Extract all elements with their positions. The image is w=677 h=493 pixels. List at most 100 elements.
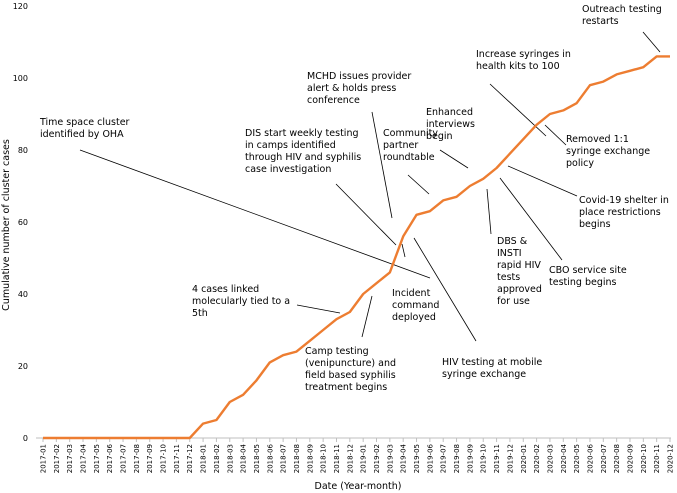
x-tick-label: 2019-12 xyxy=(506,444,514,473)
x-tick-label: 2017-03 xyxy=(66,444,74,473)
x-tick-label: 2017-09 xyxy=(146,444,154,473)
x-tick-label: 2019-04 xyxy=(400,443,408,473)
x-tick-label: 2019-05 xyxy=(413,444,421,473)
annotation-line: Covid-19 shelter in xyxy=(579,195,669,206)
annotation-label: Outreach testing restarts xyxy=(582,4,662,27)
annotation-label: Camp testing (venipuncture) and field base… xyxy=(305,346,396,393)
x-tick-label: 2019-02 xyxy=(373,444,381,473)
annotation-line: MCHD issues provider xyxy=(307,71,411,82)
annotation-line: Camp testing xyxy=(305,346,369,357)
x-tick-label: 2018-05 xyxy=(253,444,261,473)
x-tick-label: 2020-10 xyxy=(640,444,648,473)
x-tick-label: 2018-08 xyxy=(293,444,301,473)
annotation-line: rapid HIV xyxy=(497,260,541,271)
annotation-line: partner xyxy=(383,140,418,151)
y-tick-label: 20 xyxy=(18,362,28,371)
annotation-line: treatment begins xyxy=(305,382,387,393)
x-tick-label: 2020-01 xyxy=(520,444,528,473)
annotation-label: Community partner roundtable xyxy=(383,128,438,163)
annotation-label: Time space cluster identified by OHA xyxy=(39,117,130,140)
x-tick-label: 2020-08 xyxy=(613,444,621,473)
annotation-label: Enhanced interviews begin xyxy=(426,107,475,142)
x-tick-label: 2019-10 xyxy=(480,444,488,473)
x-tick-label: 2017-08 xyxy=(133,444,141,473)
annotation-label: DBS & INSTI rapid HIV tests approved for use xyxy=(497,236,542,307)
x-axis: 2017-01 2017-02 2017-03 2017-04 2017-05 2017-… xyxy=(36,437,675,473)
annotation-line: begin xyxy=(426,131,453,142)
x-tick-label: 2018-04 xyxy=(240,443,248,473)
annotation-leader xyxy=(361,295,373,338)
y-tick-label: 0 xyxy=(23,434,28,443)
annotation-leader xyxy=(544,124,567,146)
annotation-line: syringe exchange xyxy=(566,146,650,157)
x-tick-label: 2017-06 xyxy=(106,443,114,473)
annotation-leader xyxy=(371,111,393,219)
x-tick-label: 2019-07 xyxy=(440,444,448,473)
annotation-leader xyxy=(407,174,430,195)
annotation-line: case investigation xyxy=(245,164,331,175)
annotation-line: roundtable xyxy=(383,152,435,163)
annotation-label: 4 cases linked molecularly tied to a 5th xyxy=(192,284,290,319)
annotation-line: for use xyxy=(497,296,530,307)
x-tick-label: 2020-05 xyxy=(573,444,581,473)
x-tick-label: 2018-07 xyxy=(280,444,288,473)
x-tick-label: 2018-01 xyxy=(200,444,208,473)
annotation-leader xyxy=(489,83,547,137)
series-line xyxy=(43,55,670,440)
annotation-line: syringe exchange xyxy=(442,369,526,380)
x-tick-label: 2018-09 xyxy=(306,444,314,473)
x-tick-label: 2018-10 xyxy=(320,444,328,473)
annotation-label: Removed 1:1 syringe exchange policy xyxy=(566,134,650,169)
annotation-line: interviews xyxy=(426,119,475,130)
annotation-leader xyxy=(296,304,341,314)
x-tick-label: 2017-10 xyxy=(160,444,168,473)
x-tick-label: 2017-05 xyxy=(93,444,101,473)
annotation-line: Time space cluster xyxy=(39,117,130,128)
annotation-label: HIV testing at mobile syringe exchange xyxy=(442,357,542,380)
annotation-leader xyxy=(642,31,661,53)
x-tick-label: 2020-09 xyxy=(626,444,634,473)
annotation-line: health kits to 100 xyxy=(476,61,560,72)
x-tick-label: 2019-08 xyxy=(453,444,461,473)
y-tick-label: 40 xyxy=(18,290,28,299)
x-tick-label: 2019-01 xyxy=(360,444,368,473)
x-tick-label: 2020-11 xyxy=(653,444,661,473)
x-tick-label: 2020-06 xyxy=(586,443,594,473)
annotation-line: HIV testing at mobile xyxy=(442,357,542,368)
annotation-line: policy xyxy=(566,158,594,169)
x-tick-label: 2017-12 xyxy=(186,444,194,473)
annotation-line: conference xyxy=(307,95,360,106)
annotation-line: in camps identified xyxy=(245,140,336,151)
x-tick-label: 2019-03 xyxy=(386,444,394,473)
x-tick-label: 2017-07 xyxy=(120,444,128,473)
annotation-line: INSTI xyxy=(497,248,522,259)
annotation-line: molecularly tied to a xyxy=(192,296,290,307)
annotation-leader xyxy=(79,149,431,279)
x-tick-label: 2017-04 xyxy=(80,443,88,473)
annotation-line: restarts xyxy=(582,16,619,27)
annotation-leader xyxy=(486,188,492,235)
annotation-line: CBO service site xyxy=(549,265,627,276)
x-tick-label: 2018-11 xyxy=(333,444,341,473)
annotation-leader xyxy=(401,243,406,258)
annotation-line: deployed xyxy=(392,312,436,323)
annotation-label: DIS start weekly testing in camps identif… xyxy=(245,128,361,175)
annotation-leader xyxy=(335,183,397,246)
annotation-line: field based syphilis xyxy=(305,370,396,381)
annotations: Time space cluster identified by OHA 4 cas… xyxy=(39,4,669,393)
x-tick-label: 2017-11 xyxy=(173,444,181,473)
annotation-line: (venipuncture) and xyxy=(305,358,396,369)
y-tick-label: 120 xyxy=(13,2,28,11)
x-tick-label: 2019-11 xyxy=(493,444,501,473)
x-tick-label: 2018-02 xyxy=(213,444,221,473)
x-tick-label: 2018-06 xyxy=(266,443,274,473)
x-tick-label: 2020-03 xyxy=(546,444,554,473)
x-tick-label: 2019-06 xyxy=(426,443,434,473)
annotation-leader-lines xyxy=(79,31,661,342)
x-tick-label: 2019-09 xyxy=(466,444,474,473)
annotation-line: DIS start weekly testing xyxy=(245,128,359,139)
x-tick-label: 2017-02 xyxy=(53,444,61,473)
annotation-line: command xyxy=(392,300,439,311)
x-tick-label: 2020-02 xyxy=(533,444,541,473)
